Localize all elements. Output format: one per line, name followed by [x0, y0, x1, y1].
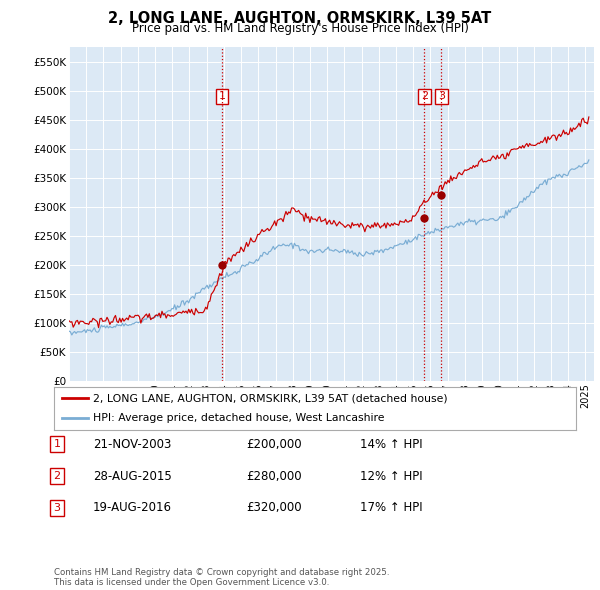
- Text: 2: 2: [421, 91, 428, 101]
- Text: 19-AUG-2016: 19-AUG-2016: [93, 502, 172, 514]
- Text: 28-AUG-2015: 28-AUG-2015: [93, 470, 172, 483]
- Text: 14% ↑ HPI: 14% ↑ HPI: [360, 438, 422, 451]
- Text: 17% ↑ HPI: 17% ↑ HPI: [360, 502, 422, 514]
- Text: £200,000: £200,000: [246, 438, 302, 451]
- Text: 3: 3: [53, 503, 61, 513]
- Text: 2: 2: [53, 471, 61, 481]
- Text: HPI: Average price, detached house, West Lancashire: HPI: Average price, detached house, West…: [93, 414, 385, 424]
- Text: £280,000: £280,000: [246, 470, 302, 483]
- Text: Contains HM Land Registry data © Crown copyright and database right 2025.
This d: Contains HM Land Registry data © Crown c…: [54, 568, 389, 587]
- Text: Price paid vs. HM Land Registry's House Price Index (HPI): Price paid vs. HM Land Registry's House …: [131, 22, 469, 35]
- Text: 21-NOV-2003: 21-NOV-2003: [93, 438, 172, 451]
- Text: 3: 3: [438, 91, 445, 101]
- Text: 1: 1: [218, 91, 226, 101]
- Text: 12% ↑ HPI: 12% ↑ HPI: [360, 470, 422, 483]
- Text: 2, LONG LANE, AUGHTON, ORMSKIRK, L39 5AT (detached house): 2, LONG LANE, AUGHTON, ORMSKIRK, L39 5AT…: [93, 393, 448, 403]
- Text: 2, LONG LANE, AUGHTON, ORMSKIRK, L39 5AT: 2, LONG LANE, AUGHTON, ORMSKIRK, L39 5AT: [109, 11, 491, 25]
- Text: £320,000: £320,000: [246, 502, 302, 514]
- Text: 1: 1: [53, 440, 61, 449]
